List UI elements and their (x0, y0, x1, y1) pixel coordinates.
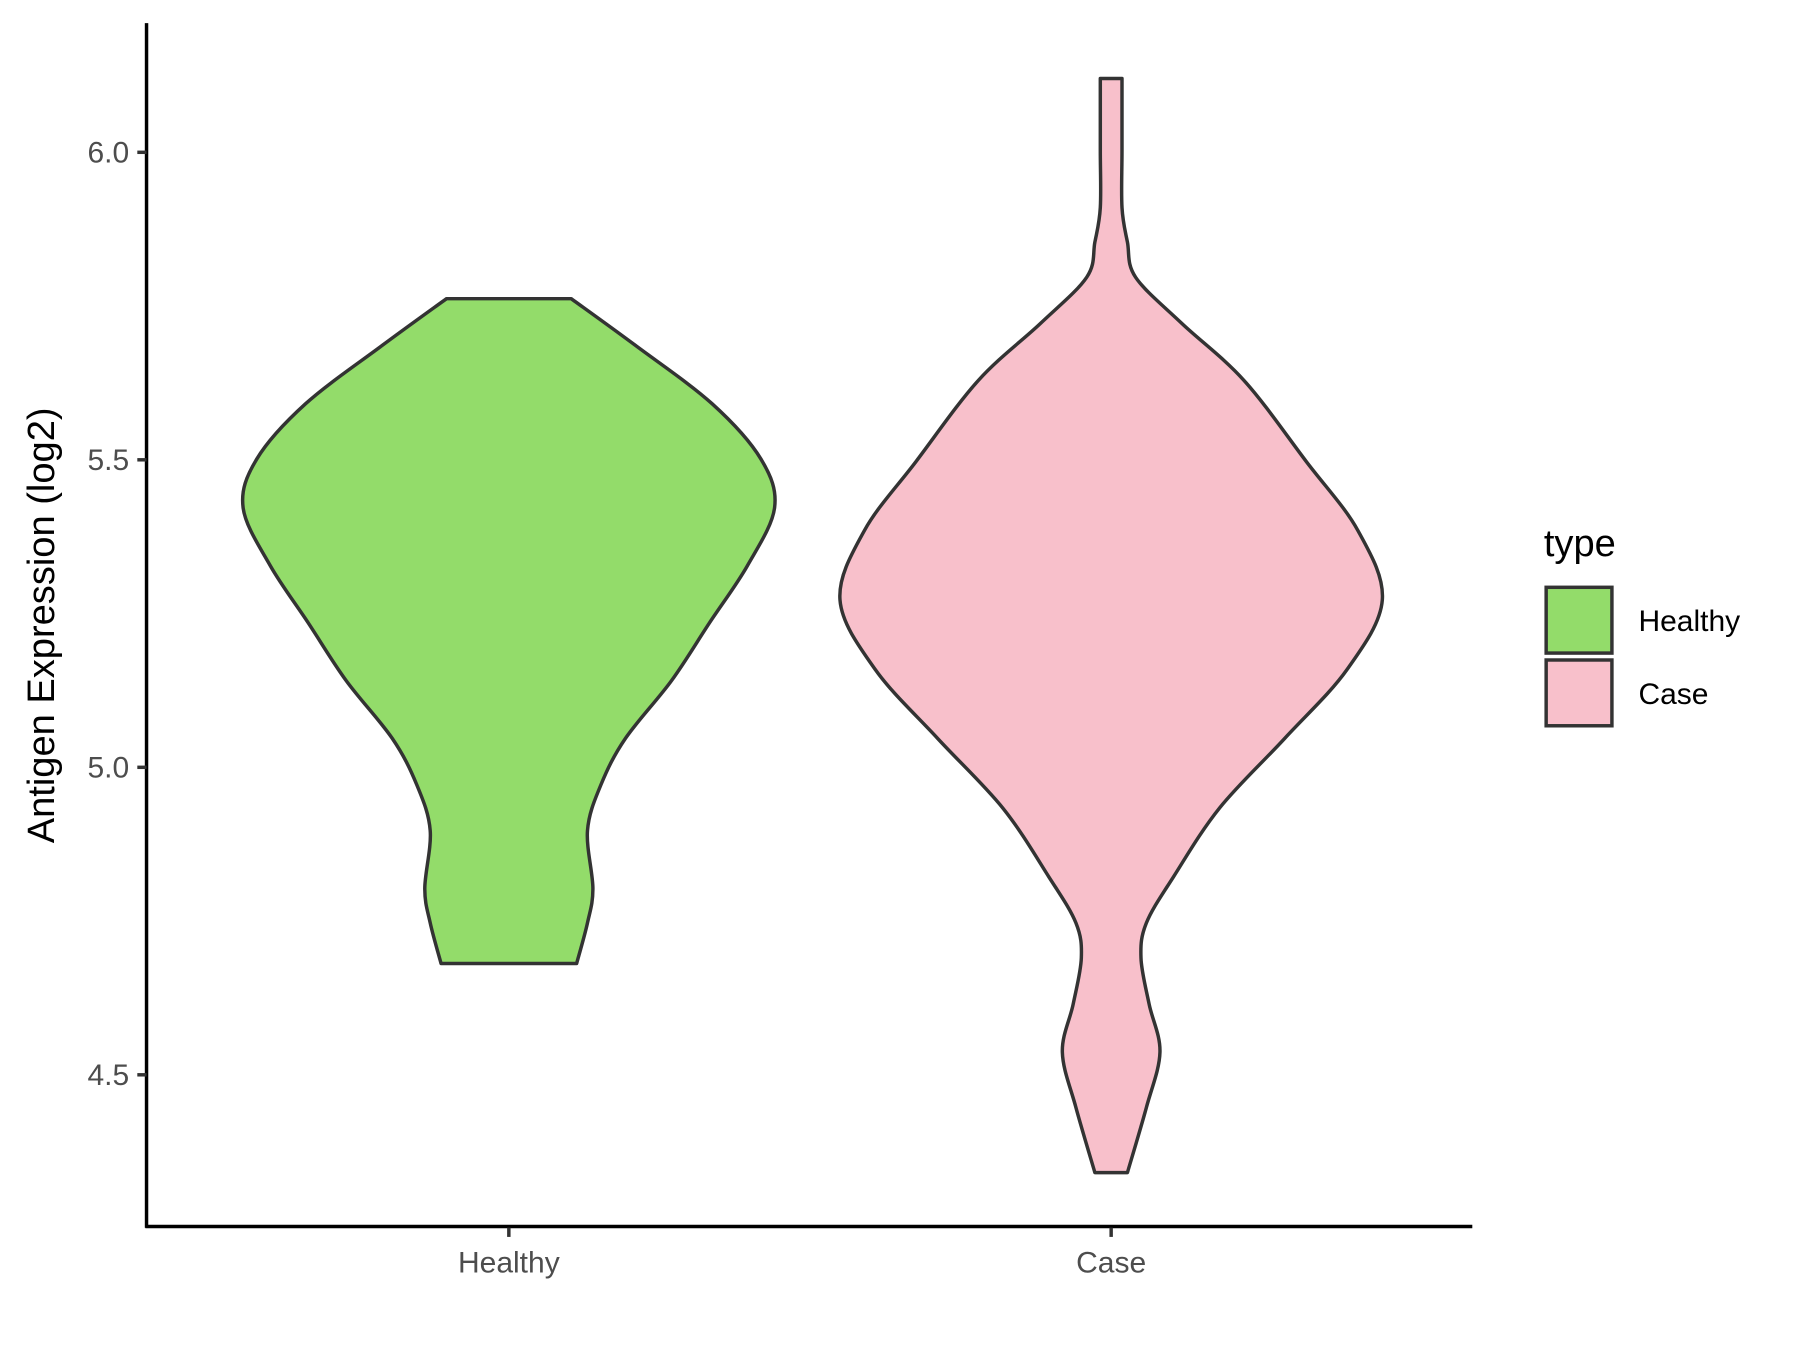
legend-title: type (1544, 523, 1616, 565)
y-axis-title: Antigen Expression (log2) (21, 407, 63, 843)
legend-key-healthy (1544, 585, 1614, 655)
violins (240, 76, 1385, 1175)
x-tick-label: Healthy (458, 1247, 560, 1280)
y-tick-label: 6.0 (88, 137, 130, 170)
x-tick-label: Case (1076, 1247, 1146, 1280)
x-ticks: Healthy Case (458, 1227, 1146, 1280)
y-tick-label: 5.0 (88, 752, 130, 785)
legend: Healthy Case (1544, 585, 1740, 728)
legend-key-case (1544, 658, 1614, 728)
legend-label: Case (1638, 678, 1708, 711)
y-ticks: 4.5 5.0 5.5 6.0 (88, 137, 147, 1092)
violin-case (838, 76, 1385, 1175)
y-tick-label: 5.5 (88, 444, 130, 477)
violin-healthy (240, 296, 777, 966)
legend-label: Healthy (1638, 605, 1740, 638)
y-tick-label: 4.5 (88, 1059, 130, 1092)
